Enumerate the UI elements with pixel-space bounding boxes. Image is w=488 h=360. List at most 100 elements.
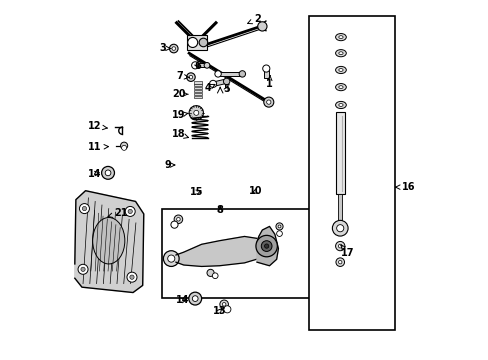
Ellipse shape — [335, 66, 346, 73]
Bar — [308, 16, 394, 330]
Circle shape — [171, 221, 178, 228]
Text: 19: 19 — [171, 110, 188, 120]
Circle shape — [206, 269, 214, 276]
Text: 4: 4 — [204, 83, 215, 93]
Circle shape — [222, 302, 225, 306]
Circle shape — [212, 273, 218, 279]
Circle shape — [191, 62, 198, 69]
Ellipse shape — [338, 104, 343, 107]
Circle shape — [189, 75, 192, 79]
Text: 18: 18 — [171, 129, 188, 139]
Circle shape — [102, 166, 114, 179]
Circle shape — [262, 65, 269, 72]
Circle shape — [338, 260, 341, 264]
Circle shape — [257, 22, 266, 31]
Circle shape — [332, 220, 347, 236]
Ellipse shape — [338, 86, 343, 89]
Ellipse shape — [93, 217, 124, 264]
Polygon shape — [194, 84, 202, 86]
Circle shape — [80, 203, 89, 213]
Text: 3: 3 — [159, 43, 171, 53]
Text: 20: 20 — [172, 89, 188, 99]
Circle shape — [172, 47, 175, 50]
Text: 11: 11 — [88, 142, 108, 152]
Bar — [338, 194, 341, 221]
Text: 13: 13 — [212, 306, 226, 316]
Text: 7: 7 — [177, 71, 189, 81]
Text: 15: 15 — [189, 187, 203, 197]
Ellipse shape — [335, 84, 346, 91]
Ellipse shape — [338, 36, 343, 39]
Circle shape — [203, 63, 209, 68]
Circle shape — [128, 209, 132, 213]
Circle shape — [81, 267, 85, 271]
Circle shape — [125, 206, 135, 216]
Circle shape — [209, 80, 216, 87]
Ellipse shape — [335, 102, 346, 109]
Bar — [335, 112, 344, 194]
Polygon shape — [264, 69, 268, 78]
Text: 16: 16 — [395, 182, 415, 192]
Circle shape — [167, 255, 175, 262]
Circle shape — [188, 292, 201, 305]
Circle shape — [255, 235, 277, 257]
Text: 17: 17 — [340, 245, 354, 258]
Circle shape — [169, 44, 178, 53]
Circle shape — [336, 225, 343, 232]
Circle shape — [105, 170, 111, 176]
Ellipse shape — [335, 50, 346, 57]
Circle shape — [335, 242, 344, 251]
Polygon shape — [257, 226, 278, 266]
Circle shape — [338, 244, 342, 248]
Polygon shape — [194, 90, 202, 92]
Circle shape — [335, 258, 344, 266]
Polygon shape — [187, 35, 206, 50]
Circle shape — [224, 306, 230, 313]
Text: 1: 1 — [265, 76, 272, 89]
Circle shape — [187, 37, 197, 48]
Circle shape — [122, 145, 126, 150]
Circle shape — [278, 225, 281, 228]
Polygon shape — [194, 96, 202, 98]
Circle shape — [214, 71, 221, 77]
Polygon shape — [75, 191, 143, 293]
Ellipse shape — [338, 68, 343, 71]
Polygon shape — [194, 87, 202, 89]
Circle shape — [266, 100, 270, 104]
Circle shape — [127, 272, 137, 282]
Circle shape — [193, 111, 198, 115]
Circle shape — [82, 206, 86, 211]
Circle shape — [163, 251, 179, 266]
Circle shape — [220, 300, 228, 309]
Text: 14: 14 — [87, 168, 101, 179]
Text: 2: 2 — [247, 14, 260, 24]
Polygon shape — [194, 93, 202, 95]
Circle shape — [130, 275, 134, 279]
Text: 14: 14 — [176, 296, 189, 305]
Circle shape — [192, 296, 198, 301]
Circle shape — [261, 241, 271, 251]
Polygon shape — [176, 237, 264, 266]
Circle shape — [239, 71, 245, 77]
Circle shape — [121, 142, 127, 149]
Circle shape — [264, 244, 268, 248]
Polygon shape — [219, 72, 241, 76]
Text: 8: 8 — [216, 205, 223, 215]
Text: 6: 6 — [194, 61, 201, 71]
Text: 9: 9 — [164, 160, 175, 170]
Ellipse shape — [335, 33, 346, 41]
Circle shape — [276, 231, 282, 237]
Bar — [162, 208, 312, 298]
Text: 21: 21 — [108, 208, 128, 218]
Polygon shape — [197, 63, 205, 67]
Circle shape — [78, 264, 88, 274]
Circle shape — [199, 38, 207, 47]
Polygon shape — [214, 79, 225, 86]
Text: 10: 10 — [249, 186, 262, 197]
Circle shape — [223, 78, 229, 85]
Circle shape — [174, 215, 183, 224]
Text: 12: 12 — [87, 121, 107, 131]
Ellipse shape — [338, 52, 343, 55]
Circle shape — [176, 217, 180, 221]
Circle shape — [186, 73, 195, 81]
